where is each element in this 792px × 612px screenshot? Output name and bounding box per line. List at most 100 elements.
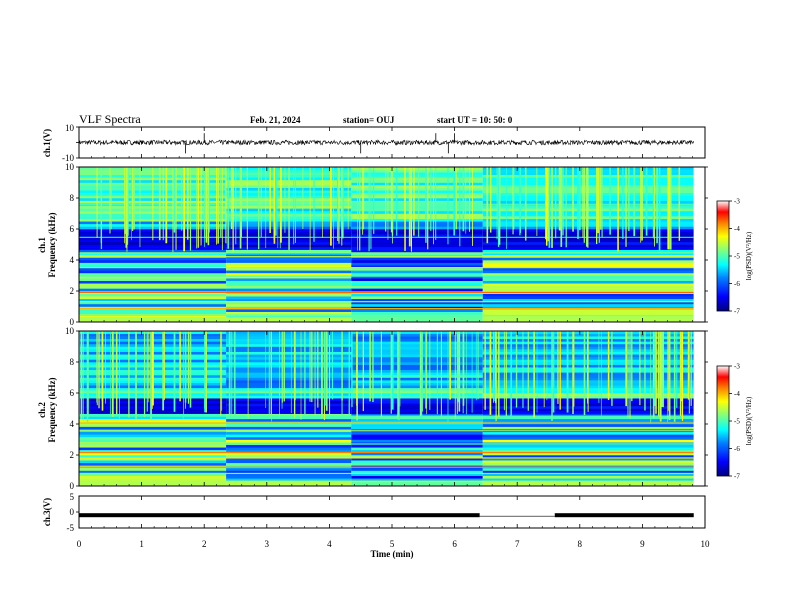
- spectrogram-cell: [226, 411, 352, 414]
- spectrogram-cell: [79, 270, 227, 274]
- ch1-ylabel-channel: ch.1: [37, 237, 47, 253]
- spectrogram-cell: [482, 480, 694, 484]
- ytick-label: 4: [70, 255, 75, 265]
- spectrogram-cell: [226, 267, 352, 271]
- narrowband-line: [79, 308, 694, 310]
- xtick-label: 7: [515, 539, 520, 549]
- spectrogram-cell: [351, 439, 483, 443]
- spectrogram-cell: [79, 260, 227, 263]
- spectrogram-cell: [351, 283, 483, 287]
- spectrogram-cell: [351, 278, 483, 281]
- narrowband-line: [79, 252, 694, 254]
- spectrogram-cell: [482, 424, 694, 427]
- spectrogram-cell: [226, 364, 352, 368]
- spectrogram-cell: [351, 434, 483, 438]
- station-label: station= OUJ: [343, 115, 395, 125]
- spectrogram-cell: [226, 283, 352, 287]
- xtick-label: 0: [77, 539, 82, 549]
- colorbar-tick-label: -7: [734, 308, 740, 316]
- spectrogram-cell: [482, 270, 694, 274]
- ch3-level-bar: [554, 513, 694, 518]
- colorbar-tick-label: -4: [734, 225, 740, 233]
- spectrogram-cell: [482, 449, 694, 453]
- spectrogram-cell: [226, 262, 352, 266]
- spectrogram-cell: [351, 362, 483, 365]
- ch1-waveform-ylabel: ch.1(V): [42, 129, 52, 157]
- ch3-waveform-trace: 0: [70, 507, 694, 518]
- spectrogram-cell: [79, 272, 227, 276]
- spectrogram-cell: [226, 351, 352, 355]
- spectrogram-cell: [226, 306, 352, 310]
- spectrogram-cell: [226, 473, 352, 476]
- spectrogram-cell: [79, 480, 227, 484]
- colorbar-tick-label: -3: [734, 198, 740, 206]
- spectrogram-cell: [351, 311, 483, 315]
- spectrogram-cell: [351, 267, 483, 271]
- spectrogram-cell: [351, 296, 483, 300]
- spectrogram-cell: [79, 249, 227, 253]
- spectrogram-cell: [226, 395, 352, 399]
- ch1-spectrogram-panel: 0 2 4 6 8 10 ch.1 Frequency (kHz): [37, 162, 708, 327]
- spectrogram-cell: [79, 426, 227, 430]
- spectrogram-cell: [351, 265, 483, 269]
- spectrogram-cell: [226, 336, 352, 340]
- spectrogram-cell: [79, 444, 227, 448]
- spectrogram-cell: [226, 416, 352, 420]
- colorbar-tick-label: -3: [734, 363, 740, 371]
- spectrogram-cell: [351, 249, 483, 253]
- spectrogram-cell: [226, 311, 352, 315]
- spectrogram-cell: [351, 270, 483, 274]
- spectrogram-cell: [226, 331, 352, 334]
- spectrogram-cell: [79, 424, 227, 427]
- colorbar-tick-label: -7: [734, 473, 740, 481]
- spectrogram-cell: [226, 252, 352, 256]
- spectrogram-cell: [226, 436, 352, 440]
- spectrogram-cell: [482, 416, 694, 420]
- spectrogram-cell: [79, 280, 227, 284]
- ch1-waveform-trace: [76, 126, 694, 159]
- spectrogram-cell: [226, 439, 352, 443]
- ch2-yticks: 0 2 4 6 8 10: [65, 326, 708, 491]
- ch1-ytick-top: 10: [65, 123, 75, 133]
- spectrogram-cell: [226, 301, 352, 305]
- spectrogram-cell: [226, 470, 352, 474]
- ytick-label: 6: [70, 224, 75, 234]
- colorbar-tick-label: -5: [734, 253, 740, 261]
- spectrogram-cell: [351, 408, 483, 412]
- ch1-ytick-bottom: -10: [62, 153, 74, 163]
- spectrogram-cell: [79, 418, 227, 422]
- spectrogram-cell: [79, 303, 227, 307]
- spectrogram-cell: [351, 301, 483, 305]
- spectrogram-cell: [226, 303, 352, 307]
- spectrogram-cell: [79, 301, 227, 305]
- spectrogram-cell: [79, 244, 227, 248]
- spectrogram-cell: [79, 296, 227, 300]
- spectrogram-cell: [79, 247, 227, 250]
- spectrogram-cell: [226, 298, 352, 302]
- spectrogram-cell: [226, 480, 352, 484]
- spectrogram-cell: [351, 247, 483, 250]
- spectrogram-cell: [226, 431, 352, 435]
- spectrogram-cell: [351, 306, 483, 310]
- spectrogram-cell: [79, 431, 227, 435]
- spectrogram-cell: [482, 265, 694, 269]
- spectrogram-cell: [226, 356, 352, 360]
- colorbar-tick-label: -6: [734, 280, 740, 288]
- spectrogram-cell: [79, 262, 227, 266]
- spectrogram-cell: [351, 356, 483, 360]
- xtick-label: 3: [265, 539, 270, 549]
- spectrogram-cell: [79, 452, 227, 456]
- spectrogram-cell: [351, 400, 483, 404]
- ch1-colorbar-ticks: -3 -4 -5 -6 -7: [729, 198, 740, 316]
- spectrogram-cell: [79, 416, 227, 420]
- ch3-ytick-bottom: -5: [67, 523, 75, 533]
- spectrogram-cell: [226, 369, 352, 373]
- spectrogram-cell: [226, 483, 352, 486]
- spectrogram-cell: [351, 460, 483, 464]
- spectrogram-cell: [79, 473, 227, 476]
- spectrogram-cell: [482, 306, 694, 310]
- spectrogram-cell: [351, 216, 483, 219]
- spectrogram-cell: [351, 272, 483, 276]
- spectrogram-cell: [79, 316, 227, 320]
- spectrogram-cell: [226, 408, 352, 412]
